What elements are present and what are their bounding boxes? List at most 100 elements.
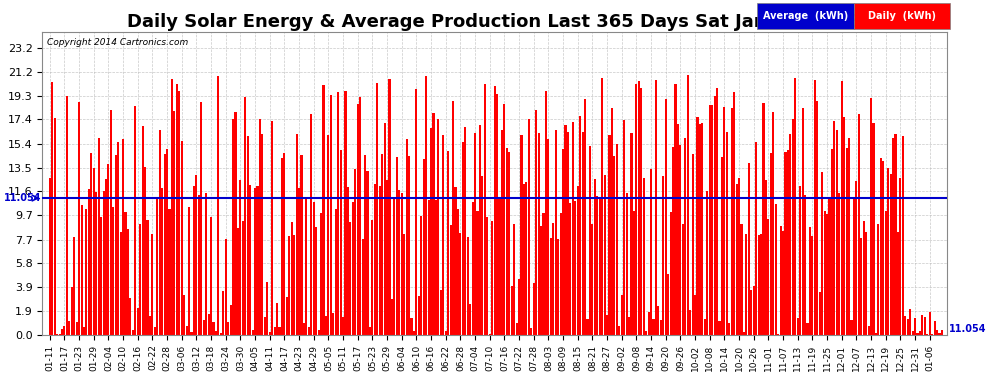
Bar (237, 228, 239, 335)
Bar (929, 312, 931, 335)
Bar (875, 333, 877, 335)
Bar (852, 199, 855, 335)
Bar (283, 153, 285, 335)
Bar (369, 327, 371, 335)
Bar (508, 152, 510, 335)
Bar (181, 141, 183, 335)
Bar (496, 94, 498, 335)
Bar (366, 171, 368, 335)
Bar (122, 139, 124, 335)
Bar (98, 138, 100, 335)
Bar (924, 317, 926, 335)
Bar (609, 135, 611, 335)
Bar (499, 197, 501, 335)
Bar (939, 333, 940, 335)
Bar (452, 101, 454, 335)
Bar (814, 80, 816, 335)
Bar (662, 176, 664, 335)
Bar (83, 327, 85, 335)
Bar (408, 156, 410, 335)
Bar (66, 96, 68, 335)
Bar (779, 226, 782, 335)
Bar (799, 186, 801, 335)
Bar (193, 186, 195, 335)
Bar (934, 321, 936, 335)
Bar (807, 323, 809, 335)
Bar (342, 316, 345, 335)
Bar (755, 142, 757, 335)
Bar (205, 193, 207, 335)
Bar (689, 310, 691, 335)
Bar (411, 318, 413, 335)
Bar (614, 156, 616, 335)
Bar (674, 84, 676, 335)
Bar (862, 220, 864, 335)
Bar (346, 187, 349, 335)
Bar (183, 295, 185, 335)
Bar (230, 304, 232, 335)
Bar (839, 194, 841, 335)
Bar (379, 186, 381, 335)
Bar (78, 102, 80, 335)
Bar (349, 222, 351, 335)
Text: Copyright 2014 Cartronics.com: Copyright 2014 Cartronics.com (47, 38, 188, 46)
Bar (210, 216, 212, 335)
Bar (140, 224, 142, 335)
Bar (443, 135, 445, 335)
Bar (917, 333, 919, 335)
Bar (601, 78, 603, 335)
Bar (447, 151, 449, 335)
Bar (61, 329, 63, 335)
Bar (461, 142, 464, 335)
Bar (433, 113, 435, 335)
Bar (459, 233, 461, 335)
Bar (919, 331, 921, 335)
Bar (841, 81, 842, 335)
Bar (606, 315, 608, 335)
Bar (927, 334, 929, 335)
Bar (633, 210, 635, 335)
Bar (936, 330, 939, 335)
Bar (391, 299, 393, 335)
Bar (471, 202, 473, 335)
Bar (281, 158, 283, 335)
Bar (757, 3, 853, 28)
Bar (195, 176, 197, 335)
Bar (213, 322, 215, 335)
Bar (310, 114, 312, 335)
Bar (68, 321, 70, 335)
Bar (454, 187, 456, 335)
Bar (153, 327, 155, 335)
Bar (132, 330, 134, 335)
Bar (100, 217, 102, 335)
Bar (885, 211, 887, 335)
Bar (826, 214, 828, 335)
Bar (293, 235, 295, 335)
Bar (789, 134, 791, 335)
Bar (374, 184, 376, 335)
Bar (232, 119, 234, 335)
Bar (479, 125, 481, 335)
Bar (604, 175, 606, 335)
Bar (178, 91, 180, 335)
Bar (914, 318, 916, 335)
Bar (156, 197, 158, 335)
Bar (413, 331, 415, 335)
Bar (506, 148, 508, 335)
Bar (843, 117, 845, 335)
Bar (747, 163, 749, 335)
Bar (148, 316, 151, 335)
Bar (63, 326, 65, 335)
Bar (594, 179, 596, 335)
Bar (682, 224, 684, 335)
Bar (731, 108, 733, 335)
Bar (386, 180, 388, 335)
Bar (867, 326, 869, 335)
Bar (151, 234, 153, 335)
Bar (904, 316, 906, 335)
Bar (664, 99, 666, 335)
Bar (242, 221, 244, 335)
Bar (860, 237, 862, 335)
Text: Average  (kWh): Average (kWh) (762, 10, 847, 21)
Bar (794, 78, 796, 335)
